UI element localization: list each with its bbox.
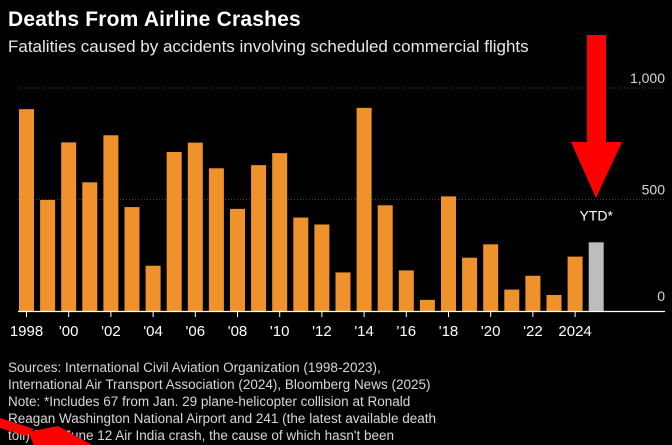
bar (356, 107, 372, 311)
y-tick-label: 0 (657, 288, 665, 304)
bar (293, 217, 309, 311)
bar (335, 272, 351, 311)
chart-subtitle: Fatalities caused by accidents involving… (8, 37, 529, 56)
x-tick-label: '12 (312, 323, 332, 340)
bar (124, 207, 140, 311)
bar (103, 135, 119, 311)
bar (462, 257, 478, 311)
bar (567, 256, 583, 311)
bar (208, 168, 224, 311)
ytd-bar (588, 242, 604, 311)
note-line: Reagan Washington National Airport and 2… (8, 411, 437, 426)
bar (251, 165, 267, 311)
y-tick-label: 500 (642, 182, 666, 198)
x-tick-label: '20 (481, 323, 501, 340)
x-tick-label: '14 (354, 323, 374, 340)
x-tick-label: '02 (101, 323, 121, 340)
ytd-label: YTD* (579, 207, 613, 223)
bar (441, 196, 456, 311)
bar (40, 199, 56, 311)
x-tick-label: 2024 (558, 323, 591, 340)
bar (377, 205, 393, 311)
bar (314, 224, 330, 311)
bar (483, 244, 499, 311)
bar (82, 182, 98, 311)
bar (419, 299, 435, 311)
bar (398, 270, 414, 311)
bar (19, 109, 34, 311)
bar (145, 265, 161, 311)
bar (230, 208, 245, 311)
x-tick-label: '18 (439, 323, 459, 340)
bar (504, 289, 520, 311)
x-tick-label: '04 (143, 323, 163, 340)
note-line: International Air Transport Association … (8, 377, 431, 392)
note-line: Sources: International Civil Aviation Or… (8, 360, 381, 375)
note-line: Note: *Includes 67 from Jan. 29 plane-he… (8, 394, 411, 409)
note-line: toll) from June 12 Air India crash, the … (8, 428, 395, 443)
bar (187, 142, 203, 311)
bar (166, 152, 182, 311)
y-tick-label: 1,000 (630, 70, 665, 86)
x-tick-label: '10 (270, 323, 290, 340)
x-tick-label: '16 (397, 323, 417, 340)
x-tick-label: 1998 (10, 323, 43, 340)
bar (546, 294, 562, 311)
x-tick-label: '22 (523, 323, 543, 340)
x-tick-label: '06 (186, 323, 206, 340)
bar (525, 275, 541, 311)
source-notes: Sources: International Civil Aviation Or… (8, 359, 664, 444)
bar (272, 153, 288, 311)
x-tick-label: '08 (228, 323, 248, 340)
chart-title: Deaths From Airline Crashes (8, 8, 301, 31)
x-tick-label: '00 (59, 323, 79, 340)
bar (61, 142, 77, 311)
